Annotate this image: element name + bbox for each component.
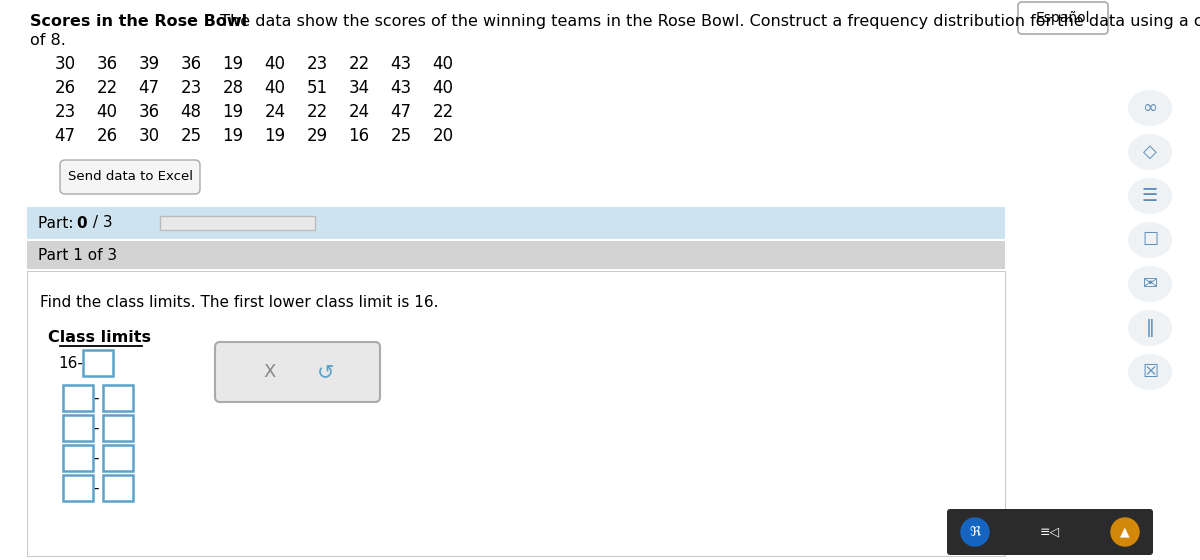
FancyBboxPatch shape: [28, 207, 1006, 239]
FancyBboxPatch shape: [103, 385, 133, 411]
Text: 22: 22: [348, 55, 370, 73]
Text: 24: 24: [264, 103, 286, 121]
Text: 22: 22: [432, 103, 454, 121]
Text: 48: 48: [180, 103, 202, 121]
Text: 22: 22: [96, 79, 118, 97]
FancyBboxPatch shape: [60, 160, 200, 194]
Circle shape: [961, 518, 989, 546]
Text: X: X: [264, 363, 276, 381]
Text: 40: 40: [96, 103, 118, 121]
Text: 43: 43: [390, 55, 412, 73]
Text: 19: 19: [222, 103, 244, 121]
Text: Part 1 of 3: Part 1 of 3: [38, 248, 118, 263]
Ellipse shape: [1128, 310, 1172, 346]
Text: 16-: 16-: [58, 356, 83, 371]
Text: 51: 51: [306, 79, 328, 97]
Ellipse shape: [1128, 266, 1172, 302]
Text: ✉: ✉: [1142, 275, 1158, 293]
Text: 24: 24: [348, 103, 370, 121]
Text: 26: 26: [54, 79, 76, 97]
Text: 40: 40: [432, 79, 454, 97]
Text: 47: 47: [390, 103, 412, 121]
Text: 19: 19: [222, 127, 244, 145]
Text: 36: 36: [138, 103, 160, 121]
Text: 30: 30: [138, 127, 160, 145]
FancyBboxPatch shape: [28, 271, 1006, 556]
FancyBboxPatch shape: [64, 415, 94, 441]
FancyBboxPatch shape: [1018, 2, 1108, 34]
Text: 36: 36: [180, 55, 202, 73]
Text: 47: 47: [138, 79, 160, 97]
Text: ↺: ↺: [317, 362, 334, 382]
Text: 40: 40: [264, 79, 286, 97]
Text: 30: 30: [54, 55, 76, 73]
Text: Send data to Excel: Send data to Excel: [67, 170, 192, 184]
Ellipse shape: [1128, 90, 1172, 126]
Text: of 8.: of 8.: [30, 33, 66, 48]
Text: 20: 20: [432, 127, 454, 145]
Text: -: -: [94, 450, 98, 465]
Text: ☒: ☒: [1142, 363, 1158, 381]
Text: ℜ: ℜ: [970, 525, 980, 539]
Text: 29: 29: [306, 127, 328, 145]
Text: -: -: [94, 421, 98, 436]
Text: 0: 0: [76, 216, 86, 231]
FancyBboxPatch shape: [83, 350, 113, 376]
Text: 23: 23: [54, 103, 76, 121]
Ellipse shape: [1128, 134, 1172, 170]
Text: 34: 34: [348, 79, 370, 97]
Text: ☐: ☐: [1142, 231, 1158, 249]
Text: -: -: [94, 480, 98, 496]
Text: 23: 23: [180, 79, 202, 97]
Text: / 3: / 3: [88, 216, 113, 231]
Text: 40: 40: [264, 55, 286, 73]
Text: 39: 39: [138, 55, 160, 73]
Text: ☰: ☰: [1142, 187, 1158, 205]
Text: 25: 25: [390, 127, 412, 145]
FancyBboxPatch shape: [947, 509, 1153, 555]
Text: Part:: Part:: [38, 216, 78, 231]
FancyBboxPatch shape: [103, 475, 133, 501]
Text: 26: 26: [96, 127, 118, 145]
Text: 36: 36: [96, 55, 118, 73]
FancyBboxPatch shape: [64, 385, 94, 411]
Text: 28: 28: [222, 79, 244, 97]
Circle shape: [1111, 518, 1139, 546]
Text: Scores in the Rose Bowl: Scores in the Rose Bowl: [30, 14, 247, 29]
Ellipse shape: [1128, 222, 1172, 258]
FancyBboxPatch shape: [28, 241, 1006, 269]
Text: -: -: [94, 390, 98, 405]
Text: 43: 43: [390, 79, 412, 97]
FancyBboxPatch shape: [64, 475, 94, 501]
Text: ‖: ‖: [1146, 319, 1154, 337]
Ellipse shape: [1128, 178, 1172, 214]
FancyBboxPatch shape: [64, 445, 94, 471]
FancyBboxPatch shape: [215, 342, 380, 402]
Text: ◇: ◇: [1144, 143, 1157, 161]
Text: 47: 47: [54, 127, 76, 145]
Text: 16: 16: [348, 127, 370, 145]
Text: 25: 25: [180, 127, 202, 145]
Text: The data show the scores of the winning teams in the Rose Bowl. Construct a freq: The data show the scores of the winning …: [215, 14, 1200, 29]
Text: 40: 40: [432, 55, 454, 73]
Text: 19: 19: [264, 127, 286, 145]
Text: Find the class limits. The first lower class limit is 16.: Find the class limits. The first lower c…: [40, 295, 438, 310]
Text: Class limits: Class limits: [48, 330, 151, 345]
Text: 23: 23: [306, 55, 328, 73]
Text: ∞: ∞: [1142, 99, 1158, 117]
FancyBboxPatch shape: [103, 445, 133, 471]
Text: ≡◁: ≡◁: [1040, 525, 1060, 539]
Ellipse shape: [1128, 354, 1172, 390]
Text: Español: Español: [1036, 11, 1091, 25]
Text: ▲: ▲: [1120, 525, 1130, 539]
FancyBboxPatch shape: [160, 216, 314, 230]
FancyBboxPatch shape: [103, 415, 133, 441]
Text: 19: 19: [222, 55, 244, 73]
Text: 22: 22: [306, 103, 328, 121]
